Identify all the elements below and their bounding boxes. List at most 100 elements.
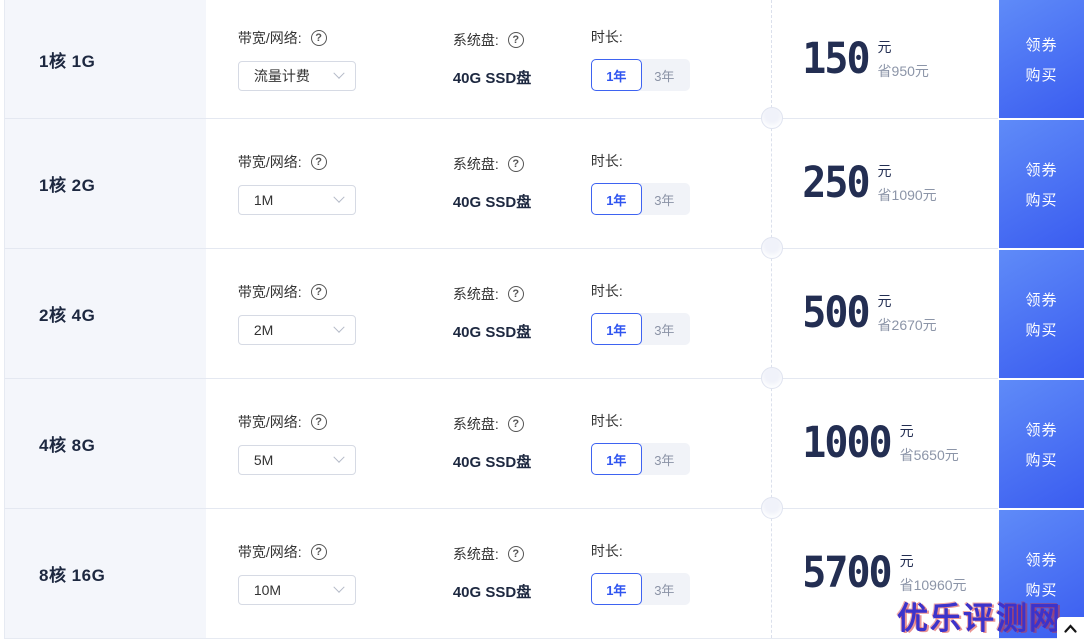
help-icon[interactable]: ?	[507, 286, 524, 302]
duration-toggle: 1年 3年	[590, 59, 751, 91]
duration-label: 时长:	[590, 413, 623, 429]
disk-label: 系统盘:	[452, 32, 499, 48]
bandwidth-value: 2M	[253, 321, 274, 338]
disk-value: 40G SSD盘	[452, 454, 532, 471]
chevron-down-icon	[333, 581, 345, 593]
chevron-down-icon	[333, 451, 345, 463]
plan-row: 1核 2G 带宽/网络:? 1M 系统盘:? 40G SSD盘 时长: 1年 3…	[5, 107, 1084, 248]
bandwidth-value: 流量计费	[253, 67, 310, 84]
disk-value: 40G SSD盘	[452, 324, 532, 341]
disk-value: 40G SSD盘	[452, 584, 532, 601]
disk-label: 系统盘:	[452, 546, 499, 562]
duration-3year-button[interactable]: 3年	[638, 573, 690, 605]
bandwidth-value: 1M	[253, 191, 274, 208]
duration-toggle: 1年 3年	[590, 313, 751, 345]
plan-spec: 8核 16G	[39, 565, 106, 585]
back-to-top-button[interactable]	[1057, 617, 1084, 640]
bandwidth-value: 10M	[253, 581, 282, 598]
bandwidth-label: 带宽/网络:	[237, 29, 302, 46]
duration-3year-button[interactable]: 3年	[638, 313, 690, 345]
price-value: 500	[802, 288, 870, 338]
savings-label: 省2670元	[877, 317, 937, 333]
price-value: 150	[802, 34, 870, 84]
duration-1year-button[interactable]: 1年	[590, 59, 642, 91]
plan-row: 1核 1G 带宽/网络:? 流量计费 系统盘:? 40G SSD盘 时长: 1年…	[5, 0, 1084, 118]
buy-button-line2: 购买	[1025, 191, 1058, 209]
help-icon[interactable]: ?	[507, 416, 524, 432]
bandwidth-select[interactable]: 流量计费	[237, 60, 356, 91]
help-icon[interactable]: ?	[507, 32, 524, 48]
plan-spec: 4核 8G	[39, 435, 96, 455]
duration-toggle: 1年 3年	[590, 443, 751, 475]
duration-label: 时长:	[590, 153, 623, 169]
help-icon[interactable]: ?	[310, 153, 327, 170]
chevron-down-icon	[333, 67, 345, 79]
buy-button-line2: 购买	[1025, 451, 1058, 469]
duration-label: 时长:	[590, 283, 623, 299]
buy-button-line1: 领券	[1025, 161, 1058, 179]
plan-row: 2核 4G 带宽/网络:? 2M 系统盘:? 40G SSD盘 时长: 1年 3…	[5, 237, 1084, 378]
price-value: 5700	[802, 548, 892, 598]
help-icon[interactable]: ?	[507, 546, 524, 562]
buy-button[interactable]: 领券 购买	[999, 0, 1084, 118]
chevron-down-icon	[333, 321, 345, 333]
pricing-table: 1核 1G 带宽/网络:? 流量计费 系统盘:? 40G SSD盘 时长: 1年…	[4, 0, 1084, 639]
bandwidth-select[interactable]: 1M	[237, 184, 356, 215]
price-value: 250	[802, 158, 870, 208]
chevron-down-icon	[333, 191, 345, 203]
bandwidth-label: 带宽/网络:	[237, 283, 302, 300]
help-icon[interactable]: ?	[507, 156, 524, 172]
bandwidth-value: 5M	[253, 451, 274, 468]
buy-button-line1: 领券	[1025, 421, 1058, 439]
duration-label: 时长:	[590, 543, 623, 559]
disk-label: 系统盘:	[452, 156, 499, 172]
price-unit: 元	[899, 423, 914, 439]
bandwidth-select[interactable]: 10M	[237, 574, 356, 605]
help-icon[interactable]: ?	[310, 283, 327, 300]
plan-spec: 1核 2G	[39, 175, 96, 195]
buy-button-line2: 购买	[1025, 581, 1058, 599]
bandwidth-select[interactable]: 5M	[237, 444, 356, 475]
plan-row: 4核 8G 带宽/网络:? 5M 系统盘:? 40G SSD盘 时长: 1年 3…	[5, 367, 1084, 508]
disk-value: 40G SSD盘	[452, 194, 532, 211]
bandwidth-label: 带宽/网络:	[237, 413, 302, 430]
bandwidth-label: 带宽/网络:	[237, 153, 302, 170]
disk-value: 40G SSD盘	[452, 70, 532, 87]
duration-3year-button[interactable]: 3年	[638, 59, 690, 91]
buy-button[interactable]: 领券 购买	[999, 378, 1084, 508]
help-icon[interactable]: ?	[310, 543, 327, 560]
disk-label: 系统盘:	[452, 286, 499, 302]
price-unit: 元	[877, 39, 892, 55]
price-value: 1000	[802, 418, 892, 468]
price-unit: 元	[877, 163, 892, 179]
bandwidth-select[interactable]: 2M	[237, 314, 356, 345]
buy-button-line1: 领券	[1025, 36, 1058, 54]
duration-1year-button[interactable]: 1年	[590, 183, 642, 215]
plan-spec: 2核 4G	[39, 305, 96, 325]
duration-label: 时长:	[590, 29, 623, 45]
savings-label: 省5650元	[899, 447, 959, 463]
price-unit: 元	[899, 553, 914, 569]
bandwidth-label: 带宽/网络:	[237, 543, 302, 560]
duration-1year-button[interactable]: 1年	[590, 573, 642, 605]
savings-label: 省1090元	[877, 187, 937, 203]
duration-toggle: 1年 3年	[590, 183, 751, 215]
duration-3year-button[interactable]: 3年	[638, 183, 690, 215]
disk-label: 系统盘:	[452, 416, 499, 432]
buy-button[interactable]: 领券 购买	[999, 508, 1084, 638]
duration-1year-button[interactable]: 1年	[590, 443, 642, 475]
buy-button-line1: 领券	[1025, 291, 1058, 309]
price-unit: 元	[877, 293, 892, 309]
plan-row: 8核 16G 带宽/网络:? 10M 系统盘:? 40G SSD盘 时长: 1年…	[5, 497, 1084, 638]
chevron-up-icon	[1064, 624, 1077, 633]
buy-button[interactable]: 领券 购买	[999, 248, 1084, 378]
duration-1year-button[interactable]: 1年	[590, 313, 642, 345]
duration-3year-button[interactable]: 3年	[638, 443, 690, 475]
buy-button[interactable]: 领券 购买	[999, 118, 1084, 248]
help-icon[interactable]: ?	[310, 29, 327, 46]
savings-label: 省10960元	[899, 577, 967, 593]
help-icon[interactable]: ?	[310, 413, 327, 430]
savings-label: 省950元	[877, 63, 929, 79]
buy-button-line2: 购买	[1025, 66, 1058, 84]
buy-button-line2: 购买	[1025, 321, 1058, 339]
